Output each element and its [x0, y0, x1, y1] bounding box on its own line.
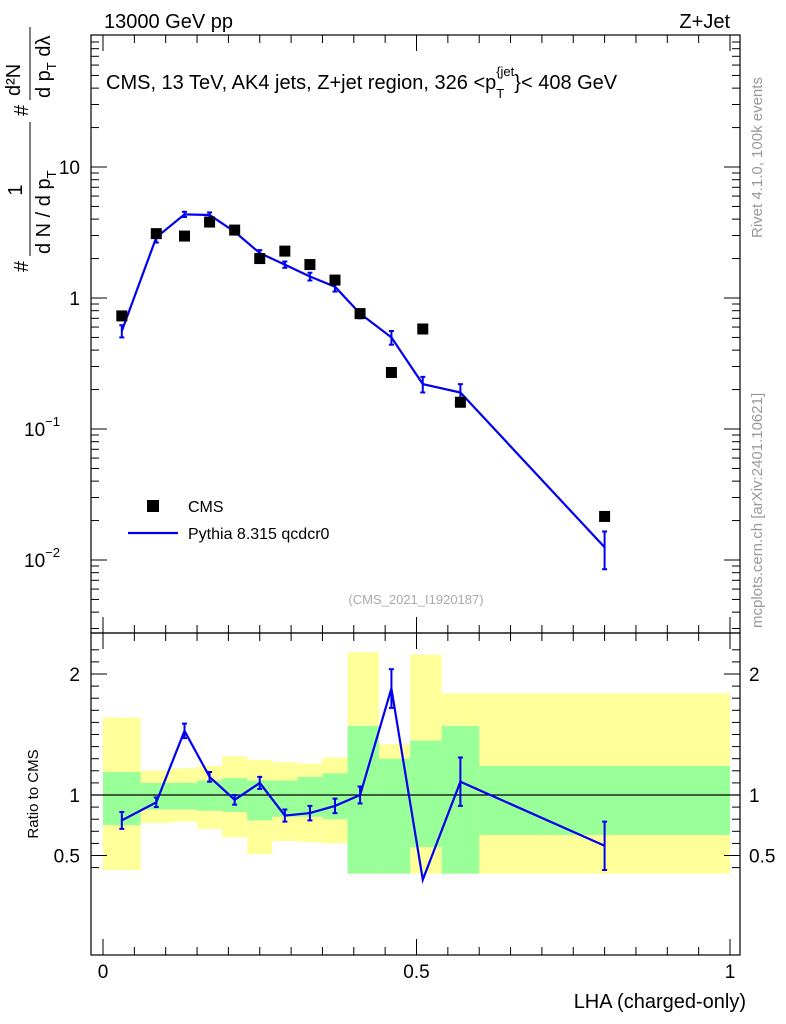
ylabel-hash-1: # [11, 260, 33, 272]
main-plot-layer [116, 210, 611, 571]
cms-point [229, 224, 241, 236]
ratio-frame [90, 632, 741, 956]
ratio-series-group [119, 668, 608, 884]
xtick-label: 0 [98, 962, 109, 983]
ylabel-numerator: d²N [3, 64, 25, 96]
title-sub-part: T [496, 86, 504, 101]
ylabel-den-sub: T [44, 170, 59, 178]
main-ytick-labels: 10−2 10−1 1 10 [24, 158, 80, 572]
cms-point [279, 245, 291, 257]
ratio-plot-layer [91, 652, 740, 884]
main-title: CMS, 13 TeV, AK4 jets, Z+jet region, 326… [106, 64, 618, 101]
xaxis-label: LHA (charged-only) [574, 991, 746, 1013]
ratio-ytick-label-right: 2 [749, 665, 760, 686]
legend-pythia-label: Pythia 8.315 qcdcr0 [188, 526, 330, 543]
main-frame [90, 34, 741, 634]
ylabel-num2: d p [33, 70, 55, 98]
ratio-band-green [171, 782, 198, 810]
main-ytick-label: 10−2 [24, 545, 60, 572]
pythia-line [120, 213, 606, 549]
cms-point [254, 253, 266, 265]
ratio-tick-labels: 0.5 0.5 1 1 2 2 0 0.5 1 [54, 665, 776, 983]
mcplots-url-label: mcplots.cern.ch [arXiv:2401.10621] [749, 393, 766, 628]
ratio-ytick-label-left: 2 [69, 665, 80, 686]
cms-point [179, 230, 191, 242]
main-ytick-label: 1 [69, 289, 80, 310]
main-ticks [91, 35, 740, 633]
analysis-watermark: (CMS_2021_I1920187) [348, 592, 483, 607]
ylabel-hash-2: # [11, 104, 33, 116]
ylabel-num2-tail: dλ [33, 36, 55, 63]
ratio-line [121, 688, 606, 884]
cms-point [204, 216, 216, 228]
legend: CMS Pythia 8.315 qcdcr0 [128, 499, 330, 543]
ratio-ticks [91, 633, 740, 955]
ylabel-den-main: d N / d p [33, 178, 55, 254]
ratio-ytick-label-left: 1 [69, 786, 80, 807]
cms-point [599, 510, 611, 522]
main-ytick-label: 10−1 [24, 414, 60, 441]
main-panel: 10−2 10−1 1 10 CMS, 13 TeV, AK4 jets, Z+jet… [3, 27, 741, 634]
cms-point [385, 366, 397, 378]
xtick-label: 0.5 [403, 962, 429, 983]
xtick-label: 1 [725, 962, 736, 983]
cms-point [354, 308, 366, 320]
ratio-panel: 0.5 0.5 1 1 2 2 0 0.5 1 Ratio to CMS LHA (charge… [25, 632, 776, 1013]
energy-label: 13000 GeV pp [104, 11, 233, 33]
cms-point [150, 228, 162, 240]
ratio-ytick-label-left: 0.5 [54, 847, 80, 868]
ylabel-denominator: d N / d pT [33, 170, 59, 254]
ratio-ylabel: Ratio to CMS [25, 749, 42, 838]
ratio-ytick-label-right: 0.5 [749, 847, 775, 868]
cms-point [417, 323, 429, 335]
legend-cms-label: CMS [188, 499, 224, 516]
legend-cms-marker [147, 500, 159, 512]
main-ylabel: # 1 d N / d pT # d²N d pT dλ [3, 27, 59, 272]
cms-point [329, 274, 341, 286]
process-label: Z+Jet [679, 11, 730, 33]
rivet-version-label: Rivet 4.1.0, 100k events [749, 77, 766, 238]
title-tail-part: }< 408 GeV [514, 72, 618, 94]
ratio-ytick-label-right: 1 [749, 786, 760, 807]
main-ytick-label: 10 [59, 158, 80, 179]
cms-point [116, 310, 128, 322]
title-sup-part: {jet [496, 64, 514, 79]
ylabel-num2-sub: T [44, 62, 59, 70]
cms-point [454, 396, 466, 408]
ylabel-one: 1 [5, 184, 27, 195]
title-main-part: CMS, 13 TeV, AK4 jets, Z+jet region, 326… [106, 72, 496, 94]
cms-point [304, 259, 316, 271]
ylabel-denominator-2: d pT dλ [33, 36, 59, 98]
